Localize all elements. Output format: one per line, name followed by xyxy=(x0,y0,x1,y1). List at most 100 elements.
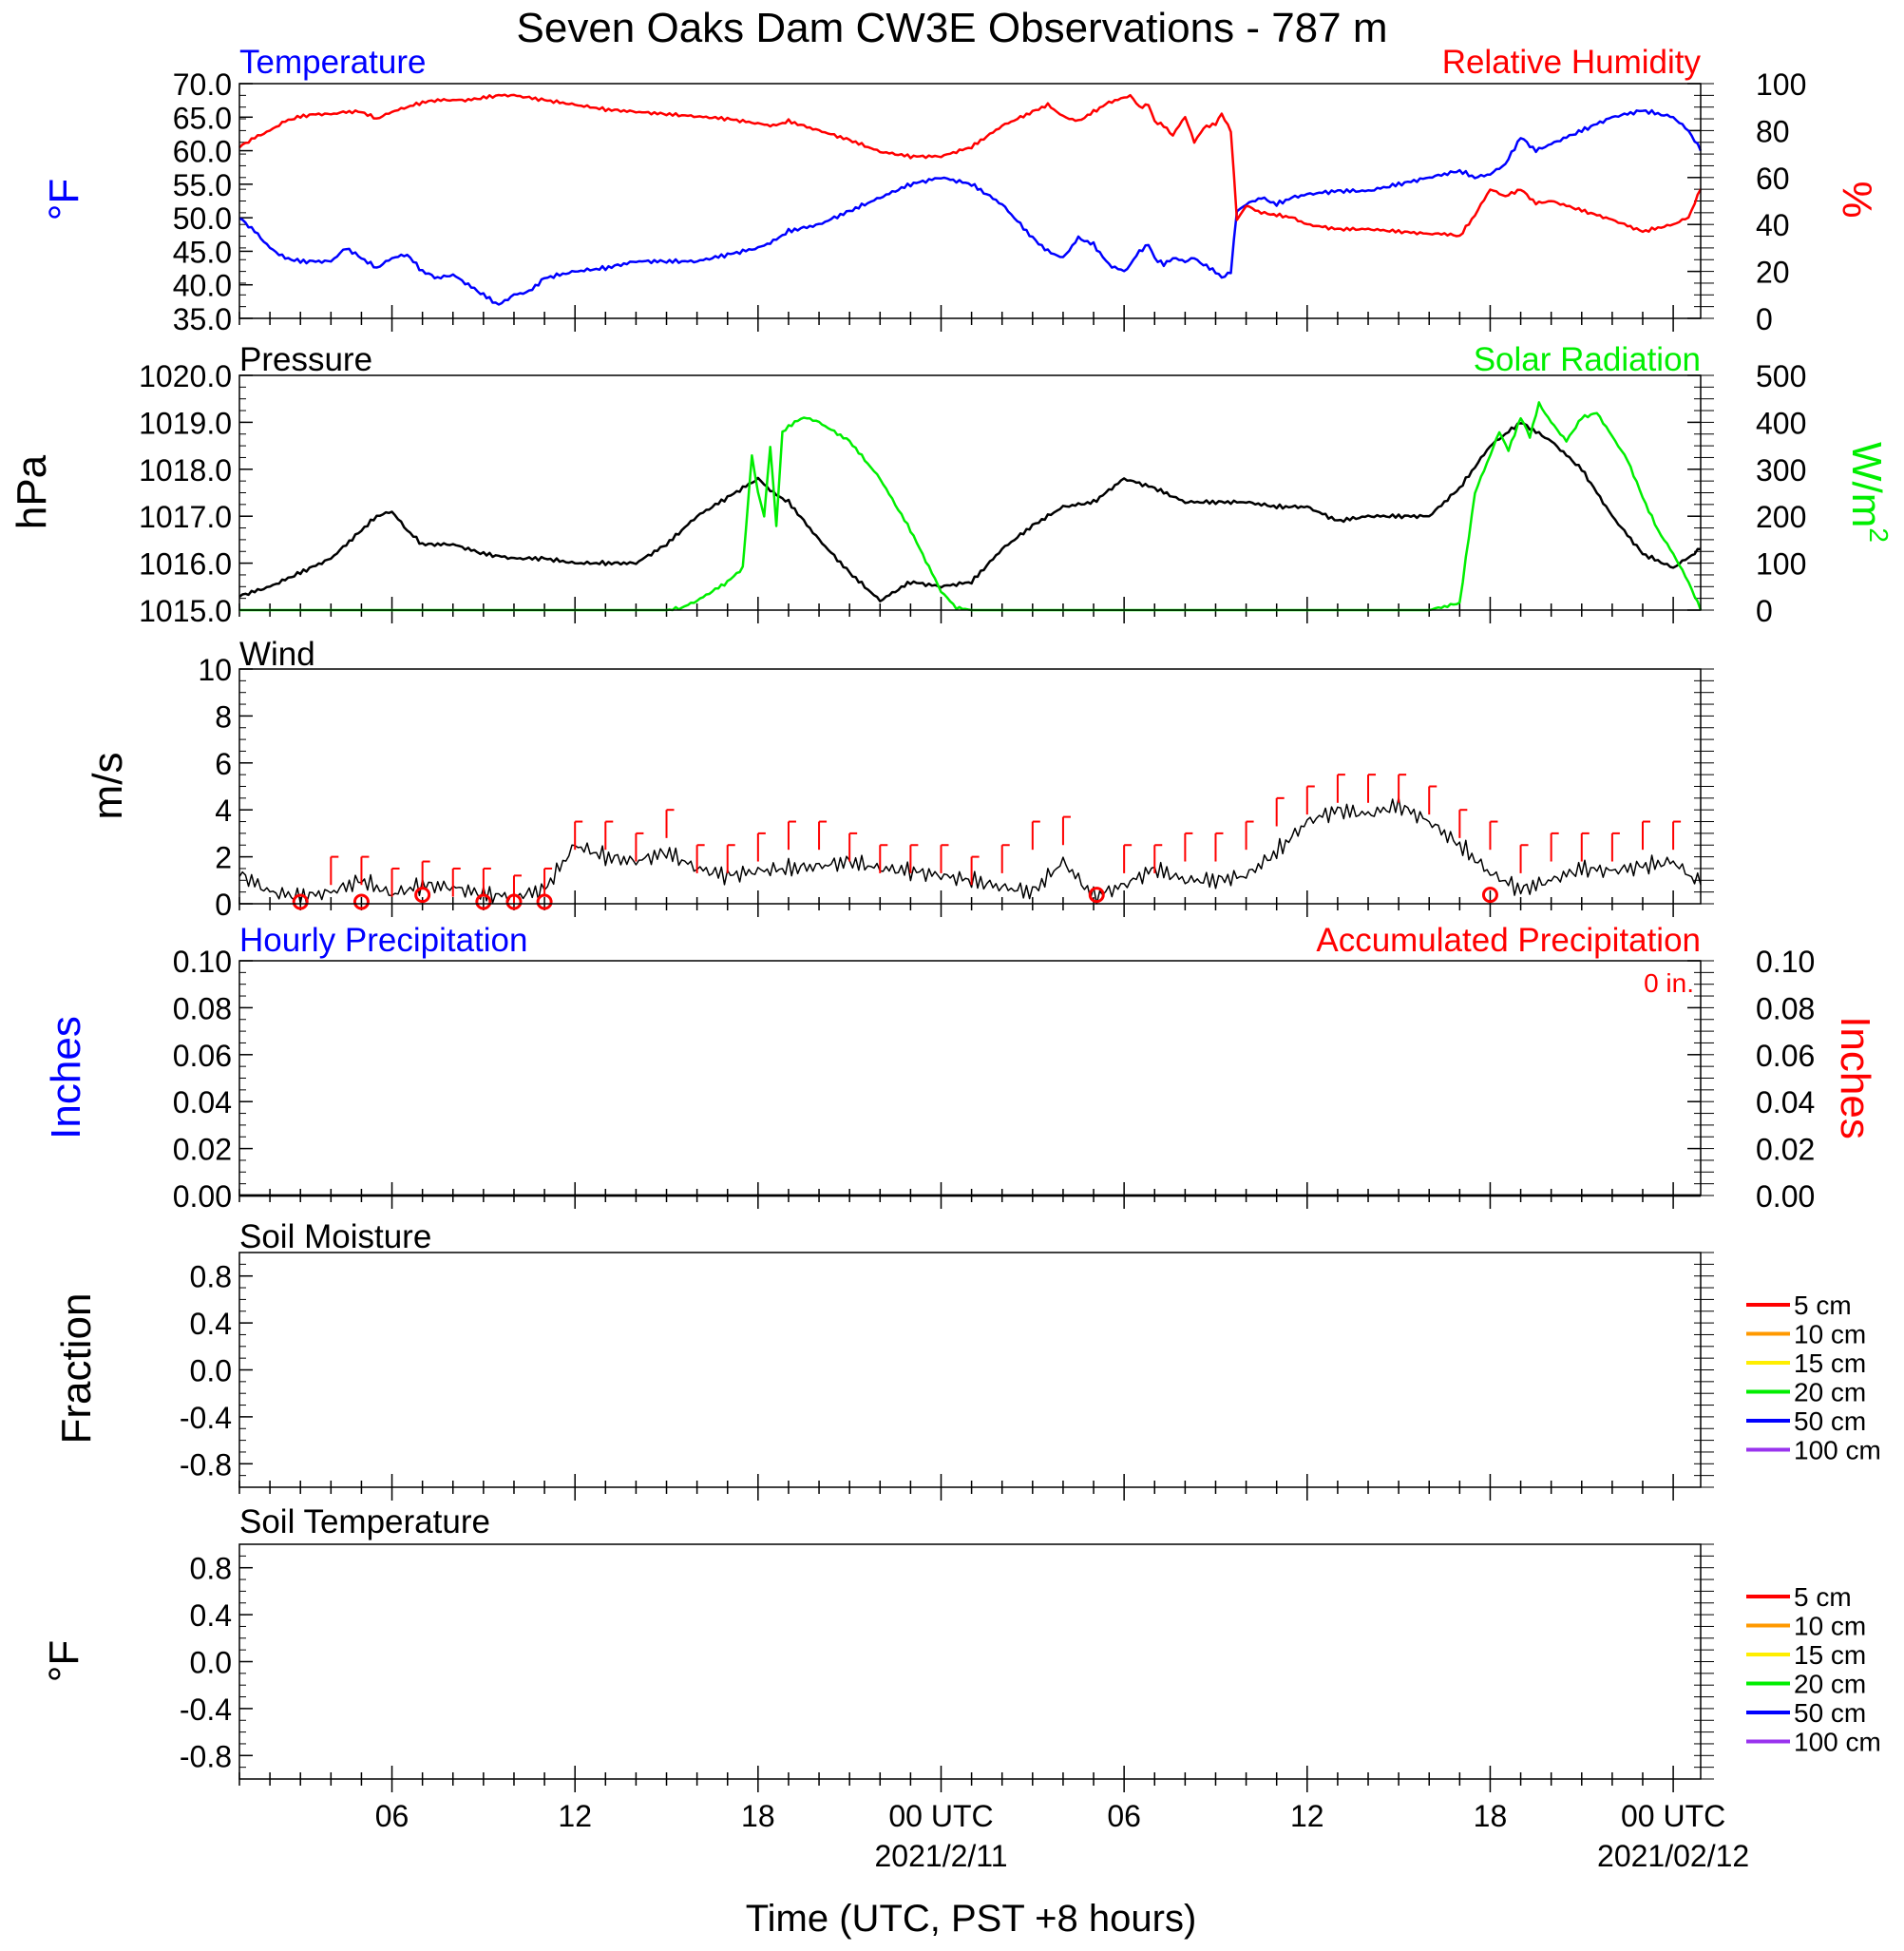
temp-rh-frame xyxy=(238,83,1702,319)
y-tick-label-left: 1020.0 xyxy=(139,359,232,393)
hourly-precip-title: Hourly Precipitation xyxy=(239,922,527,959)
soil-temperature-title: Soil Temperature xyxy=(239,1503,490,1540)
y-tick-label-left: 0.00 xyxy=(173,1179,232,1214)
pressure-line xyxy=(238,422,1701,603)
y-tick-label-left: -0.8 xyxy=(180,1739,232,1773)
precip-frame xyxy=(238,960,1702,1196)
pressure-solar-frame xyxy=(238,374,1702,611)
calm-wind-marker xyxy=(414,887,431,904)
y-tick-label-left: 60.0 xyxy=(173,135,232,169)
y-tick-label-left: 0.06 xyxy=(173,1039,232,1073)
x-tick-label: 00 UTC xyxy=(888,1799,993,1833)
y-tick-label-right: 400 xyxy=(1756,406,1806,440)
x-tick-label: 18 xyxy=(1474,1799,1508,1833)
y-tick-label-right: 300 xyxy=(1756,453,1806,488)
y-tick-label-left: 0.0 xyxy=(190,1646,232,1680)
calm-wind-marker xyxy=(352,893,370,910)
panel-soil-moisture: Soil Moisture Fraction -0.8 -0.4 0.0 0.4 0.8… xyxy=(53,1218,1881,1501)
chart-title: Seven Oaks Dam CW3E Observations - 787 m xyxy=(517,5,1388,51)
legend-label: 100 cm xyxy=(1794,1728,1881,1757)
y-tick-label-left: 0.8 xyxy=(190,1260,232,1294)
humidity-line xyxy=(238,93,1703,238)
y-tick-label-left: 45.0 xyxy=(173,235,232,269)
wind-series xyxy=(238,774,1702,910)
solar-line xyxy=(239,401,1703,612)
x-tick-label: 18 xyxy=(741,1799,775,1833)
y-tick-label-right: 40 xyxy=(1756,208,1790,242)
calm-wind-marker xyxy=(475,893,492,910)
wind-ylabel: m/s xyxy=(85,753,131,820)
x-tick-date: 2021/2/11 xyxy=(875,1839,1008,1873)
y-tick-label-right: 0.10 xyxy=(1756,945,1815,979)
legend-label: 20 cm xyxy=(1794,1670,1866,1699)
legend-label: 20 cm xyxy=(1794,1378,1866,1407)
y-tick-label-left: 55.0 xyxy=(173,168,232,202)
calm-wind-marker xyxy=(292,893,309,910)
temp-rh-ticks: 35.040.045.050.055.060.065.070.0 0 20 40 60 8… xyxy=(173,67,1807,336)
y-tick-label-left: 1017.0 xyxy=(139,500,232,534)
precip-ticks: 0.00 0.02 0.04 0.06 0.08 0.10 0.00 0.02 0.04 0.06… xyxy=(173,945,1816,1214)
calm-wind-marker xyxy=(505,893,523,910)
y-tick-label-left: 0.4 xyxy=(190,1307,232,1341)
temperature-ylabel: °F xyxy=(41,179,87,220)
y-tick-label-left: 40.0 xyxy=(173,269,232,303)
y-tick-label-right: 200 xyxy=(1756,500,1806,534)
pressure-solar-series xyxy=(238,401,1703,612)
calm-wind-marker xyxy=(536,893,553,910)
panel-temp-rh: Temperature Relative Humidity °F % 35.04… xyxy=(41,44,1880,336)
panel-precip: Hourly Precipitation Accumulated Precipi… xyxy=(43,922,1878,1214)
soil-temperature-ticks: -0.8 -0.4 0.0 0.4 0.8 xyxy=(180,1543,1714,1792)
y-tick-label-right: 20 xyxy=(1756,256,1790,290)
soil-temperature-ylabel: °F xyxy=(41,1640,87,1682)
soil-moisture-frame xyxy=(238,1252,1702,1488)
temperature-line xyxy=(238,108,1703,306)
y-tick-label-left: 0.0 xyxy=(190,1354,232,1388)
legend-label: 50 cm xyxy=(1794,1698,1866,1728)
pressure-title: Pressure xyxy=(239,341,372,378)
y-tick-label-left: 4 xyxy=(215,794,232,828)
y-tick-label-left: 1015.0 xyxy=(139,594,232,628)
x-tick-label: 12 xyxy=(558,1799,592,1833)
humidity-ylabel: % xyxy=(1834,181,1880,218)
panel-soil-temperature: Soil Temperature °F -0.8 -0.4 0.0 0.4 0.8 5 … xyxy=(41,1503,1881,1792)
legend-label: 5 cm xyxy=(1794,1582,1852,1612)
wind-title: Wind xyxy=(239,636,315,673)
y-tick-label-left: -0.8 xyxy=(180,1447,232,1482)
y-tick-label-right: 100 xyxy=(1756,547,1806,582)
y-tick-label-right: 500 xyxy=(1756,359,1806,393)
y-tick-label-right: 0.06 xyxy=(1756,1039,1815,1073)
y-tick-label-left: -0.4 xyxy=(180,1401,232,1435)
y-tick-label-right: 0.08 xyxy=(1756,991,1815,1025)
accum-precip-title: Accumulated Precipitation xyxy=(1316,922,1701,959)
solar-ylabel-unit: W/m xyxy=(1843,442,1890,527)
calm-wind-marker xyxy=(1481,887,1498,904)
calm-wind-marker xyxy=(1088,887,1105,904)
y-tick-label-left: 0 xyxy=(215,888,232,922)
y-tick-label-right: 80 xyxy=(1756,114,1790,148)
y-tick-label-left: 0.8 xyxy=(190,1552,232,1586)
temperature-title: Temperature xyxy=(239,44,426,81)
y-tick-label-right: 0 xyxy=(1756,302,1773,336)
soil-moisture-title: Soil Moisture xyxy=(239,1218,431,1255)
soil-temperature-frame xyxy=(238,1543,1702,1780)
y-tick-label-right: 0.02 xyxy=(1756,1133,1815,1167)
wind-frame xyxy=(238,668,1702,905)
y-tick-label-right: 100 xyxy=(1756,67,1806,102)
time-axis-label: Time (UTC, PST +8 hours) xyxy=(746,1898,1197,1940)
y-tick-label-left: 2 xyxy=(215,841,232,875)
y-tick-label-left: 0.10 xyxy=(173,945,232,979)
legend-label: 100 cm xyxy=(1794,1436,1881,1465)
legend-label: 5 cm xyxy=(1794,1291,1852,1320)
x-tick-label: 06 xyxy=(1107,1799,1141,1833)
y-tick-label-left: 1016.0 xyxy=(139,547,232,582)
temp-rh-series xyxy=(238,93,1703,306)
y-tick-label-left: 50.0 xyxy=(173,201,232,236)
y-tick-label-left: 10 xyxy=(198,653,232,687)
legend-label: 10 cm xyxy=(1794,1612,1866,1641)
x-tick-label: 06 xyxy=(375,1799,409,1833)
y-tick-label-left: 6 xyxy=(215,747,232,781)
y-tick-label-left: 0.4 xyxy=(190,1598,232,1633)
accum-precip-total: 0 in. xyxy=(1644,968,1694,998)
